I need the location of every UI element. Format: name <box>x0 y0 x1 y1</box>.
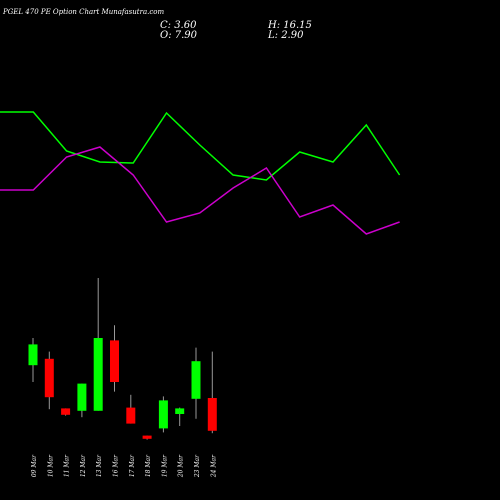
candle-body <box>126 407 136 424</box>
x-tick-label: 13 Mar <box>96 454 103 477</box>
candle-body <box>61 408 71 415</box>
close-value: C: 3.60 <box>160 20 197 31</box>
candle-body <box>142 435 152 439</box>
high-value: H: 16.15 <box>268 20 312 31</box>
x-tick-label: 09 Mar <box>31 454 38 477</box>
chart-title: PGEL 470 PE Option Chart Munafasutra.com <box>3 8 165 16</box>
candle-body <box>28 344 38 366</box>
x-tick-label: 16 Mar <box>113 454 120 477</box>
x-tick-label: 23 Mar <box>194 454 201 478</box>
candle-body <box>207 398 217 431</box>
x-tick-label: 24 Mar <box>210 454 217 478</box>
candle-body <box>158 400 168 429</box>
open-value: O: 7.90 <box>160 30 198 41</box>
candle-body <box>191 361 201 399</box>
candle-body <box>110 340 119 382</box>
series-line-1 <box>0 111 401 181</box>
x-tick-label: 10 Mar <box>47 454 54 477</box>
x-tick-label: 20 Mar <box>178 454 185 478</box>
candle-body <box>77 383 87 411</box>
x-tick-label: 18 Mar <box>145 454 152 477</box>
x-tick-label: 17 Mar <box>129 454 136 477</box>
series-line-2 <box>0 146 400 235</box>
candle-body <box>175 408 185 414</box>
candle-body <box>93 338 103 411</box>
x-tick-label: 12 Mar <box>80 454 87 477</box>
x-tick-label: 11 Mar <box>64 454 71 477</box>
x-tick-label: 19 Mar <box>161 454 168 477</box>
candle-body <box>44 358 54 398</box>
low-value: L: 2.90 <box>268 30 304 41</box>
